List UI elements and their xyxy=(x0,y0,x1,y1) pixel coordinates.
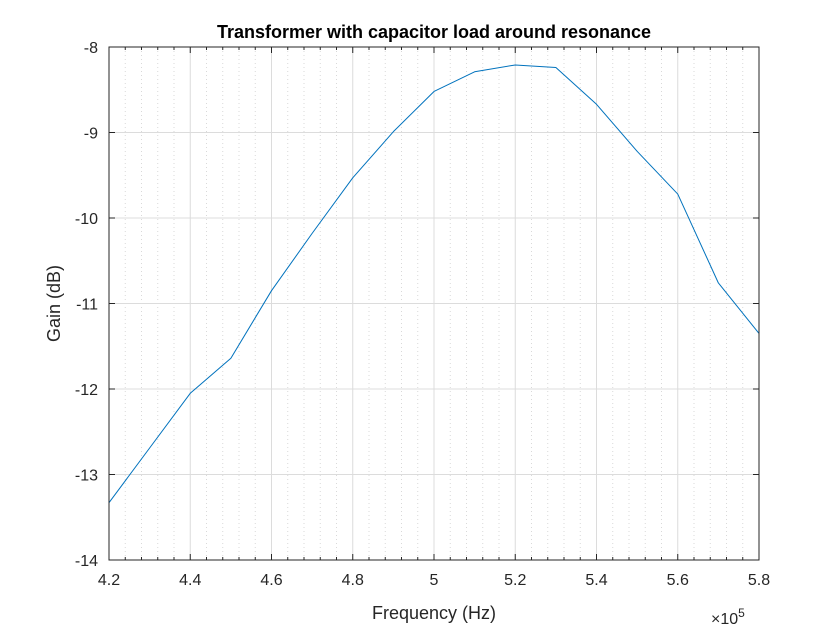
x-exponent-label: ×105 xyxy=(711,606,745,628)
x-tick-label: 4.8 xyxy=(342,572,364,589)
y-tick-label: -13 xyxy=(75,468,98,485)
x-exponent-power: 5 xyxy=(738,606,745,620)
y-tick-label: -9 xyxy=(84,126,98,143)
series-line xyxy=(108,64,760,504)
y-tick-label: -11 xyxy=(76,297,98,314)
x-tick-label: 4.2 xyxy=(98,572,120,589)
y-tick-label: -10 xyxy=(75,211,98,228)
y-tick-label: -14 xyxy=(75,553,98,570)
x-tick-label: 5.8 xyxy=(748,572,770,589)
series-layer xyxy=(108,64,760,504)
x-tick-label: 5.6 xyxy=(667,572,689,589)
x-tick-label: 5.2 xyxy=(504,572,526,589)
x-tick-labels: 4.2 4.4 4.6 4.8 5 5.2 5.4 5.6 5.8 xyxy=(98,572,770,589)
y-tick-label: -8 xyxy=(84,40,98,57)
chart-title: Transformer with capacitor load around r… xyxy=(217,22,651,42)
x-exponent-base: ×10 xyxy=(711,611,738,628)
y-tick-labels: -14 -13 -12 -11 -10 -9 -8 xyxy=(75,40,98,570)
x-tick-label: 5.4 xyxy=(585,572,607,589)
x-tick-label: 5 xyxy=(430,572,439,589)
tick-marks xyxy=(108,46,760,561)
y-axis-label: Gain (dB) xyxy=(44,265,64,342)
major-grid xyxy=(109,47,759,560)
y-tick-label: -12 xyxy=(75,382,98,399)
x-tick-label: 4.6 xyxy=(260,572,282,589)
x-tick-label: 4.4 xyxy=(179,572,201,589)
x-axis-label: Frequency (Hz) xyxy=(372,603,496,623)
